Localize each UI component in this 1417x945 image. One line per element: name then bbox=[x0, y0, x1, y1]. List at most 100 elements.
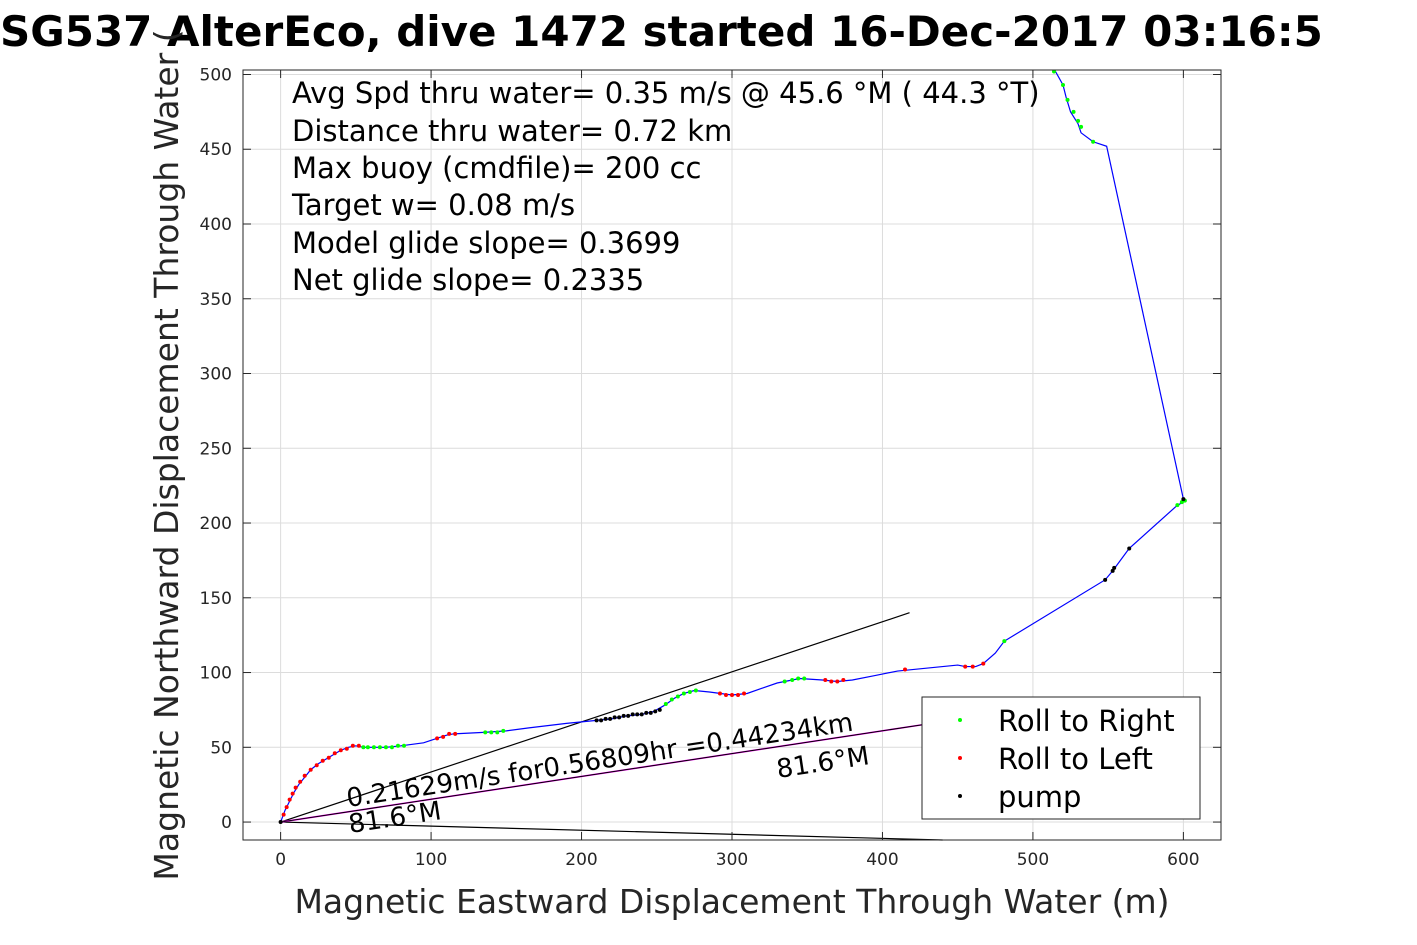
point-roll-to-left bbox=[903, 667, 908, 672]
point-roll-to-left bbox=[290, 791, 295, 796]
point-roll-to-left bbox=[332, 751, 337, 756]
point-roll-to-left bbox=[326, 755, 331, 760]
grid-horizontal bbox=[243, 73, 1221, 823]
legend-marker-roll-left bbox=[958, 756, 962, 760]
point-roll-to-left bbox=[435, 736, 440, 741]
lower-bound-line bbox=[280, 821, 943, 841]
point-roll-to-left bbox=[287, 797, 292, 802]
plot-area: 0 100 200 300 400 500 600 0 50 100 150 200 250 300 35… bbox=[200, 65, 1222, 870]
point-roll-to-left bbox=[823, 678, 828, 683]
annotation-avg-speed: Avg Spd thru water= 0.35 m/s @ 45.6 °M (… bbox=[292, 76, 1040, 110]
legend-label-pump: pump bbox=[998, 780, 1081, 814]
point-roll-to-right bbox=[669, 697, 674, 702]
y-tick-labels: 0 50 100 150 200 250 300 350 400 450 500 bbox=[200, 65, 232, 833]
point-roll-to-right bbox=[796, 676, 801, 681]
point-roll-to-right bbox=[1076, 118, 1081, 123]
x-tick-label: 100 bbox=[415, 850, 447, 870]
marks bbox=[278, 69, 1187, 841]
x-tick-label: 500 bbox=[1017, 850, 1049, 870]
point-roll-to-right bbox=[802, 676, 807, 681]
y-tick-label: 450 bbox=[200, 140, 232, 160]
point-roll-to-left bbox=[447, 731, 452, 736]
annotation-net-glide: Net glide slope= 0.2335 bbox=[292, 263, 644, 297]
point-pump bbox=[1112, 565, 1117, 570]
point-roll-to-right bbox=[389, 745, 394, 750]
point-roll-to-right bbox=[489, 730, 494, 735]
point-roll-to-left bbox=[981, 661, 986, 666]
point-roll-to-right bbox=[693, 688, 698, 693]
point-roll-to-right bbox=[1091, 139, 1096, 144]
y-tick-label: 50 bbox=[210, 738, 232, 758]
point-roll-to-right bbox=[1175, 503, 1180, 508]
point-roll-to-left bbox=[829, 679, 834, 684]
point-pump bbox=[1181, 497, 1186, 502]
actual-vector-line bbox=[280, 724, 922, 823]
point-roll-to-left bbox=[298, 779, 303, 784]
point-pump bbox=[657, 707, 662, 712]
point-roll-to-right bbox=[782, 679, 787, 684]
point-pump bbox=[626, 713, 631, 718]
annotation-max-buoy: Max buoy (cmdfile)= 200 cc bbox=[292, 151, 701, 185]
point-roll-to-right bbox=[663, 701, 668, 706]
point-roll-to-right bbox=[395, 743, 400, 748]
point-roll-to-right bbox=[790, 678, 795, 683]
stats-annotations: Avg Spd thru water= 0.35 m/s @ 45.6 °M (… bbox=[291, 76, 1040, 297]
point-pump bbox=[621, 713, 626, 718]
point-roll-to-left bbox=[338, 748, 343, 753]
point-roll-to-right bbox=[361, 745, 366, 750]
legend-box bbox=[921, 696, 1201, 820]
point-roll-to-left bbox=[970, 664, 975, 669]
point-roll-to-left bbox=[963, 664, 968, 669]
legend-marker-pump bbox=[958, 794, 962, 798]
point-roll-to-right bbox=[371, 745, 376, 750]
point-pump bbox=[644, 710, 649, 715]
point-pump bbox=[608, 716, 613, 721]
point-roll-to-left bbox=[841, 678, 846, 683]
point-pump bbox=[599, 718, 604, 723]
point-roll-to-right bbox=[1179, 500, 1184, 505]
point-roll-to-left bbox=[293, 785, 298, 790]
point-roll-to-right bbox=[1002, 639, 1007, 644]
legend-label-roll-left: Roll to Left bbox=[998, 742, 1153, 776]
annotation-model-glide: Model glide slope= 0.3699 bbox=[292, 226, 680, 260]
point-roll-to-left bbox=[320, 758, 325, 763]
point-roll-to-right bbox=[377, 745, 382, 750]
point-roll-to-right bbox=[1079, 124, 1084, 129]
point-pump bbox=[278, 820, 283, 825]
point-roll-to-left bbox=[730, 692, 734, 697]
point-pump bbox=[639, 712, 644, 717]
y-tick-label: 250 bbox=[200, 439, 232, 459]
point-roll-to-left bbox=[356, 743, 361, 748]
x-axis-ticks bbox=[280, 70, 1184, 840]
point-roll-to-right bbox=[401, 743, 406, 748]
point-roll-to-right bbox=[501, 728, 506, 733]
x-tick-label: 200 bbox=[565, 850, 597, 870]
x-tick-label: 300 bbox=[716, 850, 748, 870]
point-pump bbox=[653, 709, 658, 714]
y-axis-ticks bbox=[243, 73, 1221, 823]
y-axis-label: Magnetic Northward Displacement Through … bbox=[147, 29, 186, 880]
point-roll-to-left bbox=[723, 692, 728, 697]
point-roll-to-right bbox=[1061, 82, 1066, 87]
point-roll-to-right bbox=[483, 730, 488, 735]
x-tick-label: 600 bbox=[1167, 850, 1199, 870]
y-tick-label: 400 bbox=[200, 215, 232, 235]
annotation-distance: Distance thru water= 0.72 km bbox=[292, 114, 732, 148]
point-pump bbox=[630, 712, 635, 717]
point-roll-to-left bbox=[453, 731, 458, 736]
y-tick-label: 350 bbox=[200, 290, 232, 310]
point-roll-to-left bbox=[736, 692, 741, 697]
y-tick-label: 150 bbox=[200, 589, 232, 609]
point-pump bbox=[1127, 546, 1132, 551]
x-tick-label: 0 bbox=[275, 850, 286, 870]
legend: Roll to Right Roll to Left pump bbox=[921, 696, 1201, 820]
y-tick-label: 300 bbox=[200, 365, 232, 385]
point-roll-to-left bbox=[314, 763, 319, 768]
upper-bound-line bbox=[280, 612, 910, 823]
x-tick-labels: 0 100 200 300 400 500 600 bbox=[275, 850, 1199, 870]
point-pump bbox=[1103, 577, 1108, 582]
point-roll-to-right bbox=[687, 689, 692, 694]
point-roll-to-left bbox=[835, 679, 840, 684]
point-roll-to-left bbox=[441, 734, 446, 739]
point-roll-to-left bbox=[350, 743, 355, 748]
